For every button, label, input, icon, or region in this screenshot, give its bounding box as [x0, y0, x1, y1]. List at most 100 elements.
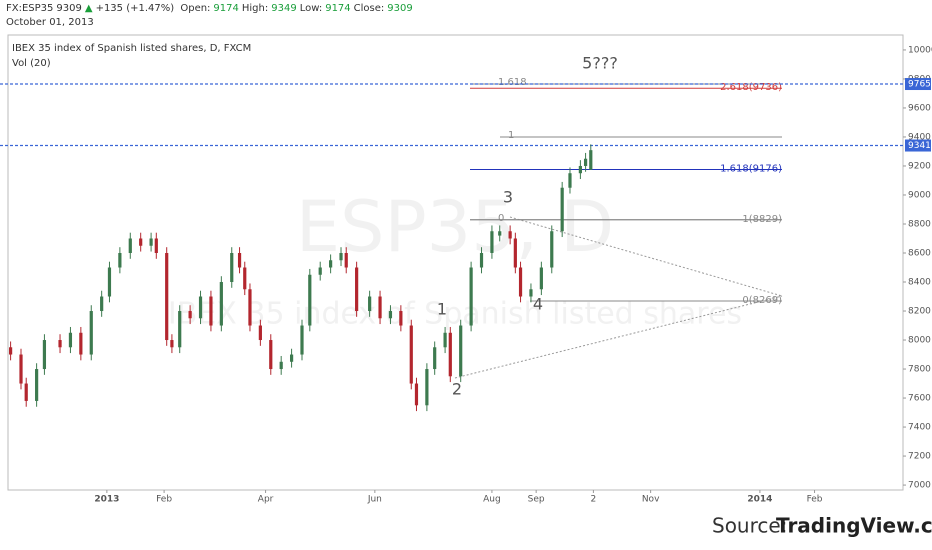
- candle-body: [42, 340, 47, 370]
- candle-body: [35, 369, 39, 401]
- y-tick-label: 9400: [908, 132, 931, 142]
- watermark: ESP35, D: [296, 186, 614, 268]
- field-value: 9309: [387, 3, 413, 14]
- x-tick-label: Apr: [258, 495, 274, 505]
- indicator-label: Vol (20): [12, 58, 51, 69]
- ohlc-fields: Open: 9174 High: 9349 Low: 9174 Close: 9309: [180, 3, 415, 14]
- x-tick-label: Aug: [483, 495, 501, 505]
- y-tick-label: 8200: [908, 307, 931, 317]
- y-tick-label: 8600: [908, 248, 931, 258]
- candle-body: [219, 282, 223, 326]
- candle-body: [498, 231, 502, 236]
- candle-body: [248, 289, 252, 326]
- plot-frame: [7, 34, 904, 491]
- candle-body: [443, 332, 447, 348]
- wave-line: [454, 295, 783, 379]
- candle-body: [149, 238, 153, 246]
- candle-body: [100, 296, 104, 312]
- date: October 01, 2013: [6, 17, 94, 28]
- level-label: 0: [498, 213, 504, 224]
- y-tick-label: 9200: [908, 161, 931, 171]
- candle-body: [568, 173, 572, 188]
- candle-body: [368, 296, 372, 312]
- candle-body: [68, 332, 73, 348]
- candle-body: [139, 238, 143, 246]
- candle-body: [318, 267, 322, 275]
- candle-body: [89, 311, 93, 355]
- candle-body: [9, 347, 13, 355]
- candle-body: [279, 361, 283, 370]
- candle-body: [433, 347, 437, 370]
- candle-body: [188, 311, 192, 319]
- wave-label: 3: [503, 188, 513, 207]
- candle-body: [289, 354, 294, 362]
- candle-body: [414, 383, 419, 406]
- candle-body: [170, 340, 174, 348]
- x-tick-label: Jun: [367, 495, 382, 505]
- y-tick-label: 9000: [908, 190, 931, 200]
- candle-body: [178, 311, 182, 348]
- candle-body: [513, 238, 517, 268]
- x-tick-label: Feb: [807, 495, 823, 505]
- candle-body: [355, 267, 359, 312]
- candle-body: [300, 325, 304, 355]
- y-tick-label: 9600: [908, 103, 931, 113]
- candle-body: [339, 252, 343, 261]
- candle-body: [24, 383, 28, 401]
- candle-body: [560, 187, 564, 232]
- candle-body: [490, 231, 494, 253]
- candle-body: [578, 165, 582, 174]
- candle-body: [459, 325, 463, 377]
- price-tag-label: 9341: [908, 141, 931, 151]
- y-tick-label: 8800: [908, 219, 931, 229]
- candle-body: [198, 296, 203, 319]
- field-value: 9174: [325, 3, 351, 14]
- wave-line: [509, 216, 783, 297]
- candle-body: [329, 260, 333, 268]
- candle-body: [308, 274, 312, 326]
- source-prefix: Source:: [712, 514, 787, 538]
- candle-body: [79, 332, 83, 355]
- level-label: 1.618: [498, 77, 527, 88]
- y-tick-label: 7600: [908, 394, 931, 404]
- candle-body: [269, 340, 273, 370]
- candle-body: [128, 238, 132, 253]
- y-tick-label: 7800: [908, 365, 931, 375]
- candle-body: [469, 267, 473, 326]
- candle-body: [529, 289, 533, 297]
- candle-body: [425, 369, 429, 406]
- legend-title: IBEX 35 index of Spanish listed shares, …: [12, 43, 251, 54]
- x-tick-label: 2013: [94, 495, 119, 505]
- field-value: 9174: [213, 3, 239, 14]
- arrow: ▲: [84, 3, 93, 14]
- candle-body: [19, 354, 23, 384]
- candle-body: [243, 267, 247, 290]
- price: 9309: [56, 3, 82, 14]
- x-tick-label: 2014: [747, 495, 772, 505]
- y-tick-label: 7400: [908, 423, 931, 433]
- wave-label: 5???: [582, 54, 618, 73]
- level-label: 0(8269): [742, 295, 782, 306]
- candle-body: [583, 158, 588, 166]
- candle-body: [118, 252, 122, 268]
- field-label: Low:: [299, 3, 323, 14]
- candle-body: [399, 311, 403, 326]
- field-label: Close:: [353, 3, 385, 14]
- candle-body: [550, 231, 554, 268]
- x-tick-label: Nov: [642, 495, 660, 505]
- y-tick-label: 7000: [908, 481, 931, 491]
- level-label: 2.618(9736): [720, 82, 782, 93]
- y-tick-label: 8000: [908, 336, 931, 346]
- candle-body: [539, 267, 543, 290]
- x-tick-label: Sep: [528, 495, 545, 505]
- source-name: TradingView.com: [776, 514, 932, 538]
- candle-body: [344, 252, 348, 268]
- y-tick-label: 10000: [908, 45, 932, 55]
- candle-body: [378, 296, 382, 319]
- candle-body: [409, 325, 413, 384]
- y-tick-label: 7200: [908, 452, 931, 462]
- price-tag: [905, 139, 931, 152]
- x-tick-label: Feb: [156, 495, 172, 505]
